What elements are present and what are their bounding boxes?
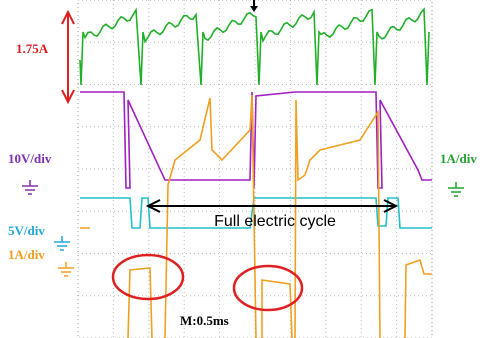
timebase-label: M:0.5ms: [180, 313, 229, 328]
scope-screenshot: 1.75A 10V/div 1A/div 5V/div 1A/div Full …: [0, 0, 486, 338]
ground-symbol: [448, 182, 464, 196]
ground-symbol: [54, 236, 70, 250]
cycle-arrow: [148, 200, 396, 212]
trigger-arrow: [250, 6, 258, 12]
scale-label: 1A/div: [440, 151, 477, 166]
amplitude-arrow: [62, 12, 74, 102]
scale-label: 5V/div: [8, 223, 45, 238]
scale-label: 10V/div: [8, 151, 52, 166]
cycle-label: Full electric cycle: [214, 213, 336, 230]
highlight-circle: [234, 266, 302, 310]
highlight-circle: [113, 255, 183, 299]
ground-symbol: [22, 180, 38, 194]
scale-label: 1A/div: [8, 247, 45, 262]
amplitude-label: 1.75A: [16, 41, 49, 56]
ground-symbol: [58, 262, 74, 276]
